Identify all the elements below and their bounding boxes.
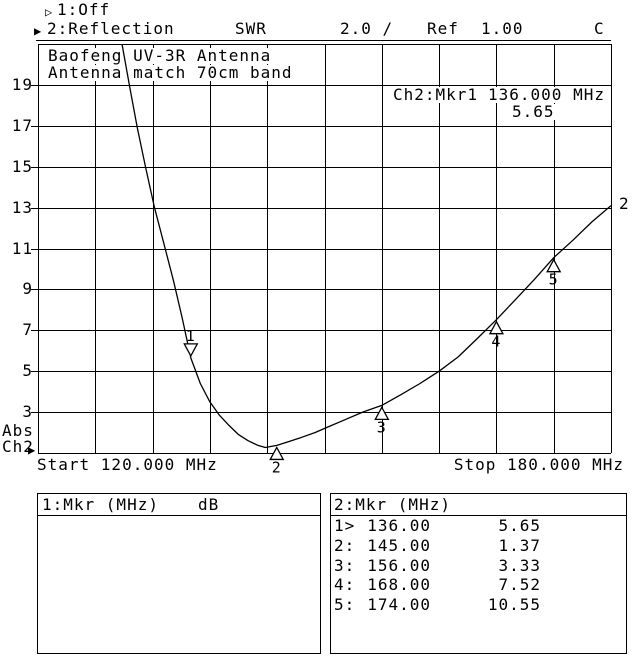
trace-title-line1: Baofeng UV-3R Antenna — [47, 46, 273, 65]
y-axis-label: 19 — [11, 74, 33, 94]
marker-table-row: 3: 156.00 3.33 — [331, 555, 626, 576]
channel2-label: 2:Reflection — [47, 19, 175, 38]
marker-num: 2: — [334, 535, 356, 555]
table-header-separator — [38, 515, 320, 516]
marker-readout-value: 5.65 — [511, 102, 556, 121]
y-axis-label: 9 — [22, 279, 33, 299]
y-axis-label: 13 — [11, 197, 33, 217]
marker-table-ch1-title: 1:Mkr (MHz) — [42, 495, 159, 514]
marker-readout-label: Ch2:Mkr1 — [392, 85, 480, 104]
marker-freq: 174.00 — [367, 595, 431, 615]
ref-value: 1.00 — [481, 19, 524, 38]
abs-label: Abs — [2, 421, 34, 440]
scale-per-div: 2.0 / — [340, 19, 394, 38]
marker-num: 3: — [334, 555, 356, 575]
marker-freq: 156.00 — [367, 555, 431, 575]
marker-table-row: 1> 136.00 5.65 — [331, 518, 626, 536]
marker-triangle-2 — [269, 446, 285, 461]
marker-table-ch2-title: 2:Mkr (MHz) — [334, 495, 451, 514]
format-label: SWR — [235, 19, 267, 38]
calibration-flag: C — [594, 19, 605, 38]
marker-triangle-1 — [183, 343, 199, 358]
marker-triangle-4 — [488, 320, 504, 335]
channel1-indicator-icon: ▷ — [45, 5, 53, 19]
marker-table-ch2: 2:Mkr (MHz) 1> 136.00 5.65 2: 145.00 1.37 3: 15… — [330, 493, 627, 654]
table-header-separator — [331, 515, 626, 516]
trace-title-line2: Antenna match 70cm band — [47, 63, 294, 82]
ref-position-indicator-icon: ▶ — [28, 443, 36, 457]
marker-val: 1.37 — [498, 535, 541, 555]
channel2-indicator-icon: ▶ — [34, 24, 42, 38]
marker-number-2: 2 — [272, 458, 282, 476]
marker-table-row: 4: 168.00 7.52 — [331, 577, 626, 595]
marker-table-row: 2: 145.00 1.37 — [331, 535, 626, 556]
channel2-axis-label: Ch2 — [2, 437, 34, 456]
marker-number-3: 3 — [377, 418, 387, 436]
ref-label: Ref — [427, 19, 459, 38]
marker-freq: 136.00 — [367, 516, 431, 535]
start-frequency-label: Start 120.000 MHz — [37, 455, 218, 474]
y-axis-label: 11 — [11, 238, 33, 258]
marker-table-ch1: 1:Mkr (MHz) dB — [37, 493, 321, 654]
marker-number-4: 4 — [491, 333, 501, 351]
marker-table-row: 5: 174.00 10.55 — [331, 597, 626, 615]
stop-frequency-label: Stop 180.000 MHz — [453, 455, 624, 474]
marker-num: 5: — [334, 595, 356, 615]
channel1-label: 1:Off — [57, 0, 111, 19]
y-axis-label: 5 — [22, 361, 33, 381]
marker-val: 7.52 — [498, 575, 541, 595]
marker-readout-freq: 136.000 MHz — [487, 85, 606, 104]
marker-table-ch1-unit: dB — [198, 495, 220, 514]
marker-freq: 168.00 — [367, 575, 431, 595]
marker-triangle-3 — [374, 405, 390, 421]
marker-num: 1> — [334, 516, 356, 535]
y-axis-label: 3 — [22, 402, 33, 422]
y-axis-label: 7 — [22, 320, 33, 340]
marker-val: 5.65 — [498, 516, 541, 535]
marker-num: 4: — [334, 575, 356, 595]
marker-freq: 145.00 — [367, 535, 431, 555]
marker-val: 10.55 — [487, 595, 541, 615]
marker-triangle-5 — [546, 258, 562, 273]
marker-number-1: 1 — [186, 327, 196, 345]
y-axis-label: 15 — [11, 156, 33, 176]
marker-val: 3.33 — [498, 555, 541, 575]
y-axis-label: 17 — [11, 115, 33, 135]
trace-number-label: 2 — [619, 194, 630, 213]
marker-number-5: 5 — [549, 271, 559, 289]
